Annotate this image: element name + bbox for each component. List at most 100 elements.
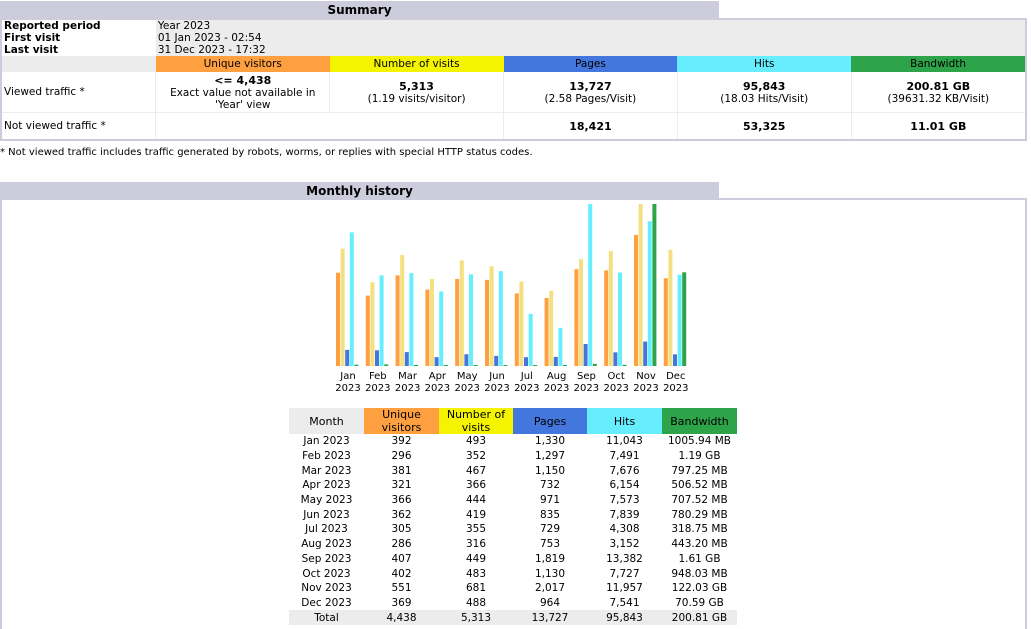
- table-cell: 506.52 MB: [671, 479, 728, 492]
- chart-bar: [434, 357, 439, 366]
- chart-bar: [668, 249, 673, 366]
- table-cell: 780.29 MB: [671, 508, 728, 521]
- chart-x-label-month: Sep: [577, 371, 596, 382]
- chart-bar: [608, 251, 613, 366]
- chart-x-label-year: 2023: [365, 383, 390, 394]
- col-bandwidth: Bandwidth: [662, 408, 737, 434]
- col-visits: Number of visits: [439, 408, 513, 434]
- chart-bar: [583, 343, 588, 366]
- chart-bar: [409, 273, 414, 366]
- monthly-title-bar: Monthly history: [0, 182, 719, 200]
- monthly-table-body: Jan 2023 392 493 1,330 11,043 1005.94 MB Feb 2…: [289, 434, 737, 625]
- chart-x-label-month: Nov: [636, 371, 656, 382]
- table-cell: 362: [391, 508, 412, 521]
- viewed-pages: 13,727 (2.58 Pages/Visit): [503, 72, 678, 113]
- chart-bar: [473, 365, 478, 366]
- table-cell: 1,819: [534, 552, 566, 565]
- chart-bar: [677, 274, 682, 366]
- viewed-traffic-row: Viewed traffic * <= 4,438 Exact value no…: [1, 72, 1026, 113]
- table-cell: 964: [539, 596, 561, 609]
- table-cell: Jun 2023: [303, 508, 350, 521]
- monthly-table: Month Unique visitors Number of visits P…: [289, 408, 737, 625]
- viewed-visits-note: (1.19 visits/visitor): [367, 92, 466, 105]
- table-cell: Oct 2023: [302, 567, 351, 580]
- chart-x-label-month: Dec: [666, 371, 685, 382]
- last-visit-label: Last visit: [4, 44, 59, 56]
- last-visit-value: 31 Dec 2023 - 17:32: [155, 44, 1026, 56]
- chart-bar: [682, 272, 687, 366]
- not-viewed-bandwidth-value: 11.01 GB: [910, 119, 967, 133]
- chart-bar: [643, 341, 648, 366]
- total-cell: 4,438: [364, 610, 439, 625]
- table-cell: 1,330: [534, 435, 566, 448]
- summary-title: Summary: [327, 3, 392, 17]
- table-cell: 316: [465, 538, 487, 551]
- chart-bar: [652, 204, 657, 366]
- table-cell: 11,043: [606, 435, 643, 448]
- table-row: Jan 2023 392 493 1,330 11,043 1005.94 MB: [289, 434, 737, 449]
- table-cell: 7,839: [609, 508, 640, 521]
- table-cell: 443.20 MB: [671, 538, 728, 551]
- table-cell: 449: [465, 552, 487, 565]
- monthly-title: Monthly history: [306, 184, 413, 198]
- chart-bar: [375, 350, 379, 366]
- table-cell: Feb 2023: [302, 450, 351, 463]
- summary-title-bar: Summary: [0, 1, 719, 19]
- chart-bar: [459, 260, 464, 366]
- table-cell: 7,491: [609, 450, 640, 463]
- summary-row-first: First visit 01 Jan 2023 - 02:54: [1, 32, 1026, 44]
- monthly-header-row: Month Unique visitors Number of visits P…: [289, 408, 737, 434]
- table-cell: 7,727: [609, 567, 640, 580]
- table-cell: Mar 2023: [301, 464, 352, 477]
- not-viewed-empty: [155, 112, 504, 140]
- table-row: Jul 2023 305 355 729 4,308 318.75 MB: [289, 522, 737, 537]
- table-cell: 493: [465, 435, 487, 448]
- table-cell: 7,573: [609, 494, 640, 507]
- chart-x-label-year: 2023: [633, 383, 658, 394]
- chart-x-label-year: 2023: [335, 383, 360, 394]
- chart-bar: [549, 290, 554, 366]
- chart-x-label-year: 2023: [574, 383, 599, 394]
- chart-bar: [519, 281, 524, 366]
- chart-bar: [443, 365, 448, 366]
- chart-bar: [503, 364, 508, 366]
- chart-bar: [638, 204, 643, 366]
- chart-x-label-month: Mar: [398, 371, 418, 382]
- total-cell: 95,843: [587, 610, 662, 625]
- total-cell: Total: [289, 610, 364, 625]
- table-cell: 369: [391, 596, 412, 609]
- chart-x-label-year: 2023: [663, 383, 688, 394]
- chart-bar: [574, 269, 579, 366]
- table-cell: 2,017: [534, 582, 566, 595]
- viewed-unique-visitors-value: <= 4,438: [214, 73, 272, 87]
- chart-x-label-month: Oct: [608, 371, 625, 382]
- viewed-unique-visitors: <= 4,438 Exact value not available in 'Y…: [155, 72, 330, 113]
- table-cell: Nov 2023: [301, 582, 352, 595]
- chart-bar: [349, 232, 354, 366]
- chart-bar: [384, 364, 389, 366]
- chart-bar: [563, 365, 567, 366]
- table-cell: 318.75 MB: [671, 523, 728, 536]
- chart-x-label-month: Aug: [547, 371, 567, 382]
- table-cell: 402: [391, 567, 412, 580]
- chart-x-label-month: Jun: [488, 371, 505, 382]
- chart-bar: [400, 254, 405, 366]
- table-cell: 286: [391, 538, 412, 551]
- summary-row-last: Last visit 31 Dec 2023 - 17:32: [1, 44, 1026, 56]
- table-cell: 6,154: [609, 479, 640, 492]
- table-cell: 305: [391, 523, 412, 536]
- chart-bar: [345, 349, 350, 366]
- chart-bar: [528, 313, 533, 366]
- chart-x-label-year: 2023: [603, 383, 628, 394]
- traffic-footnote: * Not viewed traffic includes traffic ge…: [0, 147, 533, 158]
- table-cell: 366: [465, 479, 487, 492]
- table-cell: 467: [465, 464, 487, 477]
- table-cell: 7,676: [609, 464, 640, 477]
- table-cell: 355: [465, 523, 487, 536]
- chart-x-label-month: Apr: [429, 371, 447, 382]
- chart-x-label-year: 2023: [544, 383, 569, 394]
- table-cell: 753: [539, 538, 561, 551]
- chart-bar: [498, 271, 503, 366]
- not-viewed-traffic-row: Not viewed traffic * 18,421 53,325 11.01…: [1, 112, 1026, 140]
- chart-bar: [553, 356, 558, 366]
